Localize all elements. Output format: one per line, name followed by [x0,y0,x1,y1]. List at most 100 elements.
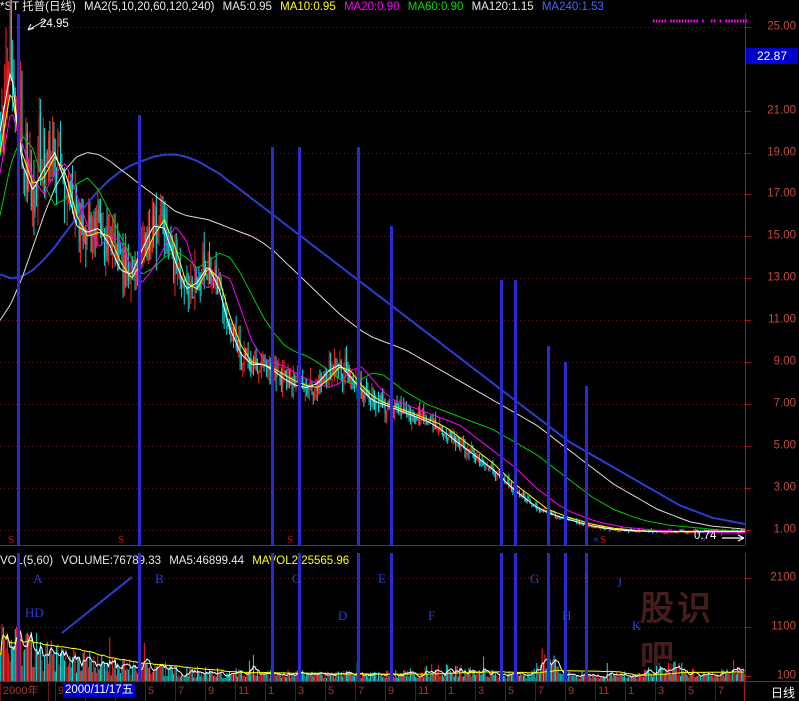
selected-date-badge: 2000/11/17五 [63,683,136,698]
volume-header: VOL(5,60) VOLUME:76789.33 MA5:46899.44 M… [0,554,354,568]
volume-marker-line-h[interactable] [514,553,518,681]
sell-signal-icon: S [287,534,293,546]
price-gridline [0,530,745,532]
ma120-value: MA120:1.15 [471,1,534,13]
price-marker-line-g[interactable] [500,279,504,545]
price-marker-line-d[interactable] [297,146,301,546]
price-marker-line-h[interactable] [514,279,518,545]
price-axis-tick [746,446,751,448]
marker-letter-f: F [428,608,436,623]
volume-marker-line-f[interactable] [390,553,393,681]
vol-ma5: MA5:46899.44 [169,555,245,567]
date-tick [685,682,686,701]
price-axis-label: 17.00 [767,187,796,200]
marker-letter-c: C [292,571,301,586]
volume-marker-line-b[interactable] [138,553,142,681]
price-marker-line-k[interactable] [585,385,589,545]
price-gridline [0,110,745,112]
date-tick-label: 9 [208,685,215,697]
price-axis-tick [746,530,751,532]
hd-trend-line-icon [61,576,133,634]
last-price-badge: 22.87 [746,48,798,64]
price-gridline [0,278,745,280]
date-tick-label: 1 [448,685,455,697]
price-marker-line-a[interactable] [16,14,20,545]
price-marker-line-b[interactable] [138,114,142,545]
volume-marker-line-e[interactable] [357,553,361,681]
date-tick-label: 7 [538,685,545,697]
date-tick-label: 5 [328,685,335,697]
price-axis-label: 9.00 [773,355,796,368]
price-axis-label: 7.00 [773,397,796,410]
ma5-value: MA5:0.95 [222,1,272,13]
price-gridline [0,152,745,154]
volume-bar-plot [0,624,745,681]
vol-volume: VOLUME:76789.33 [61,555,161,567]
volume-axis-tick [746,676,751,678]
chevron-right-icon: » [700,534,706,545]
marker-letter-k: K [632,618,642,633]
date-tick [295,682,296,701]
marker-letter-e: E [378,571,386,586]
price-axis-tick [746,152,751,154]
date-tick-label: 1 [628,685,635,697]
volume-marker-line-k[interactable] [585,553,589,681]
price-axis-label: 1.00 [773,523,796,536]
date-tick [445,682,446,701]
date-tick-label: 11 [238,685,250,697]
volume-marker-line-d[interactable] [297,553,301,681]
price-chart-panel[interactable]: S S S S»» [0,0,748,546]
indicator-formula: MA2(5,10,20,60,120,240) [84,1,215,13]
date-tick [535,682,536,701]
ma20-value: MA20:0.90 [343,1,400,13]
sell-signal-icon: S [600,534,606,546]
peak-arrow-icon [27,19,47,31]
date-tick-label: 3 [478,685,485,697]
date-tick [385,682,386,701]
price-axis-label: 3.00 [773,481,796,494]
volume-marker-line-c[interactable] [271,553,274,681]
price-marker-line-f[interactable] [390,226,393,545]
price-axis-tick [746,194,751,196]
ma-line-ma5 [0,72,745,533]
date-tick [235,682,236,701]
price-marker-line-e[interactable] [357,146,361,546]
hd-label: HD [25,605,44,620]
date-tick [205,682,206,701]
price-axis-label: 19.00 [767,146,796,159]
price-axis-label: 21.00 [767,104,796,117]
candle-bodies [0,0,744,533]
price-gridline [0,236,745,238]
date-tick [0,682,1,701]
low-arrow-icon [722,534,745,542]
volume-gridline [0,676,745,678]
volume-axis-label: 100 [776,669,796,682]
ma60-value: MA60:0.90 [407,1,464,13]
volume-gridline [0,577,745,579]
volume-marker-line-j[interactable] [563,553,567,681]
date-tick [355,682,356,701]
volume-axis-label: 2100 [770,571,796,584]
ma240-value: MA240:1.53 [541,1,604,13]
price-gridline [0,488,745,490]
marker-letter-i: I [584,571,589,586]
volume-marker-line-g[interactable] [500,553,504,681]
date-tick-label: 9 [568,685,575,697]
price-marker-line-i[interactable] [547,345,551,545]
volume-marker-line-a[interactable] [16,553,20,681]
marker-letter-h: H [562,608,572,623]
volume-marker-line-i[interactable] [547,553,551,681]
volume-axis-tick [746,626,751,628]
price-axis-tick [746,110,751,112]
period-box[interactable]: 日线 [744,682,799,701]
vol-title: VOL(5,60) [0,555,54,567]
price-marker-line-c[interactable] [271,146,274,546]
date-axis[interactable]: 91357911135791113579111357 2000年 2000/11… [0,681,799,701]
indicator-header: *ST 托普(日线) MA2(5,10,20,60,120,240) MA5:0… [0,0,609,14]
date-tick-label: 7 [178,685,185,697]
price-axis-tick [746,278,751,280]
marker-letter-g: G [530,571,540,586]
price-marker-line-j[interactable] [563,361,567,545]
